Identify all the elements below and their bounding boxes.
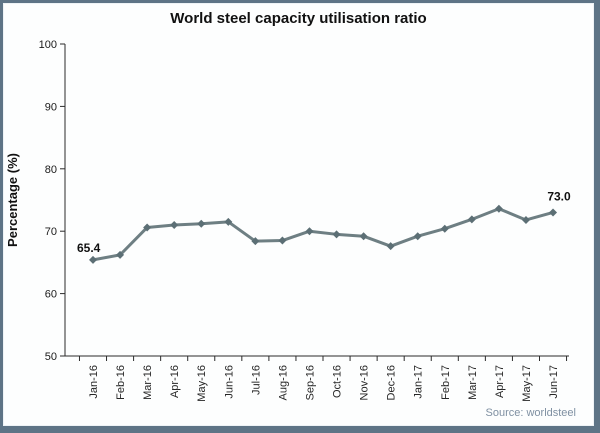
x-tick-label: Jun-16 bbox=[223, 365, 235, 399]
chart-plot: 50 60 70 80 90 100 Jan-16 Feb-16 Mar-16 Apr-16 May… bbox=[39, 39, 571, 402]
y-tick-label: 70 bbox=[45, 226, 57, 238]
series-marker bbox=[359, 232, 368, 241]
data-point-label: 65.4 bbox=[77, 241, 101, 255]
x-tick-label: Nov-16 bbox=[359, 365, 371, 400]
source-credit: Source: worldsteel bbox=[485, 407, 577, 419]
series-marker bbox=[197, 219, 206, 228]
series-marker bbox=[413, 232, 422, 241]
series-marker bbox=[116, 250, 125, 259]
series-marker bbox=[494, 204, 503, 213]
series-marker bbox=[143, 223, 152, 232]
series-marker bbox=[440, 224, 449, 233]
x-tick-label: Sep-16 bbox=[304, 365, 316, 400]
x-tick-label: Jan-16 bbox=[88, 365, 100, 399]
series-marker bbox=[251, 237, 260, 246]
x-tick-label: Mar-16 bbox=[142, 365, 154, 400]
data-point-label: 73.0 bbox=[547, 189, 571, 203]
x-tick-label: Jan-17 bbox=[413, 365, 425, 399]
chart-title: World steel capacity utilisation ratio bbox=[170, 10, 427, 27]
chart-svg: Percentage (%) 50 60 70 80 90 100 Jan-16 Feb-16… bbox=[5, 39, 571, 402]
y-tick-label: 90 bbox=[45, 101, 57, 113]
series-marker bbox=[89, 255, 97, 264]
y-tick-label: 50 bbox=[45, 351, 57, 363]
x-tick-label: Apr-17 bbox=[494, 365, 506, 398]
x-tick-label: Apr-16 bbox=[169, 365, 181, 398]
series-marker bbox=[305, 227, 314, 236]
x-tick-label: Dec-16 bbox=[386, 365, 398, 400]
x-tick-label: Jun-17 bbox=[548, 365, 560, 399]
x-tick-label: Oct-16 bbox=[332, 365, 344, 398]
series-line bbox=[91, 207, 555, 262]
series-marker bbox=[386, 242, 395, 251]
x-tick-label: May-17 bbox=[521, 365, 533, 402]
series-marker bbox=[549, 208, 558, 217]
x-tick-label: Feb-16 bbox=[115, 365, 127, 400]
y-axis-title: Percentage (%) bbox=[5, 153, 20, 247]
series-marker bbox=[521, 215, 530, 224]
x-tick-label: May-16 bbox=[196, 365, 208, 402]
series-marker bbox=[224, 217, 233, 226]
series-marker bbox=[332, 230, 341, 239]
y-tick-label: 80 bbox=[45, 164, 57, 176]
y-tick-label: 60 bbox=[45, 289, 57, 301]
series-marker bbox=[278, 236, 287, 245]
x-tick-label: Aug-16 bbox=[277, 365, 289, 400]
y-tick-label: 100 bbox=[39, 39, 57, 51]
x-tick-label: Feb-17 bbox=[440, 365, 452, 400]
x-tick-label: Mar-17 bbox=[467, 365, 479, 400]
series-marker bbox=[467, 215, 476, 224]
x-tick-label: Jul-16 bbox=[250, 365, 262, 395]
series-marker bbox=[170, 220, 179, 229]
